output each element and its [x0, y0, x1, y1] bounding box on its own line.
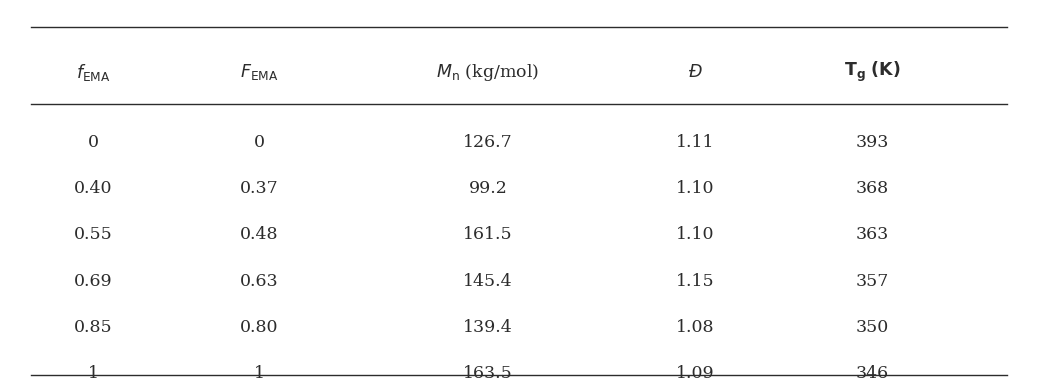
Text: $\it{Đ}$: $\it{Đ}$ [688, 64, 703, 81]
Text: 368: 368 [855, 180, 889, 197]
Text: 1.15: 1.15 [676, 273, 715, 290]
Text: 161.5: 161.5 [463, 226, 513, 244]
Text: 1: 1 [88, 365, 99, 382]
Text: 0.40: 0.40 [74, 180, 113, 197]
Text: 0: 0 [88, 134, 99, 151]
Text: 0.63: 0.63 [240, 273, 279, 290]
Text: 145.4: 145.4 [463, 273, 513, 290]
Text: $\mathbf{T}_\mathbf{g}$ $\mathbf{(K)}$: $\mathbf{T}_\mathbf{g}$ $\mathbf{(K)}$ [844, 60, 900, 84]
Text: 1.10: 1.10 [676, 180, 715, 197]
Text: 350: 350 [855, 319, 889, 336]
Text: 1.08: 1.08 [676, 319, 715, 336]
Text: 357: 357 [855, 273, 889, 290]
Text: 99.2: 99.2 [468, 180, 508, 197]
Text: 0.80: 0.80 [240, 319, 279, 336]
Text: 1.10: 1.10 [676, 226, 715, 244]
Text: 1.11: 1.11 [676, 134, 715, 151]
Text: $\it{F}$$_\mathrm{EMA}$: $\it{F}$$_\mathrm{EMA}$ [240, 62, 279, 83]
Text: 139.4: 139.4 [463, 319, 513, 336]
Text: 126.7: 126.7 [463, 134, 513, 151]
Text: 0.55: 0.55 [74, 226, 113, 244]
Text: 0.85: 0.85 [74, 319, 113, 336]
Text: 0.37: 0.37 [240, 180, 279, 197]
Text: 1.09: 1.09 [676, 365, 715, 382]
Text: 0.69: 0.69 [74, 273, 113, 290]
Text: 1: 1 [254, 365, 265, 382]
Text: 346: 346 [855, 365, 889, 382]
Text: 363: 363 [855, 226, 889, 244]
Text: $\it{M}$$_\mathrm{n}$ (kg/mol): $\it{M}$$_\mathrm{n}$ (kg/mol) [436, 62, 540, 83]
Text: 393: 393 [855, 134, 889, 151]
Text: 0: 0 [254, 134, 265, 151]
Text: 163.5: 163.5 [463, 365, 513, 382]
Text: $\it{f}$$_\mathrm{EMA}$: $\it{f}$$_\mathrm{EMA}$ [76, 62, 111, 83]
Text: 0.48: 0.48 [240, 226, 279, 244]
